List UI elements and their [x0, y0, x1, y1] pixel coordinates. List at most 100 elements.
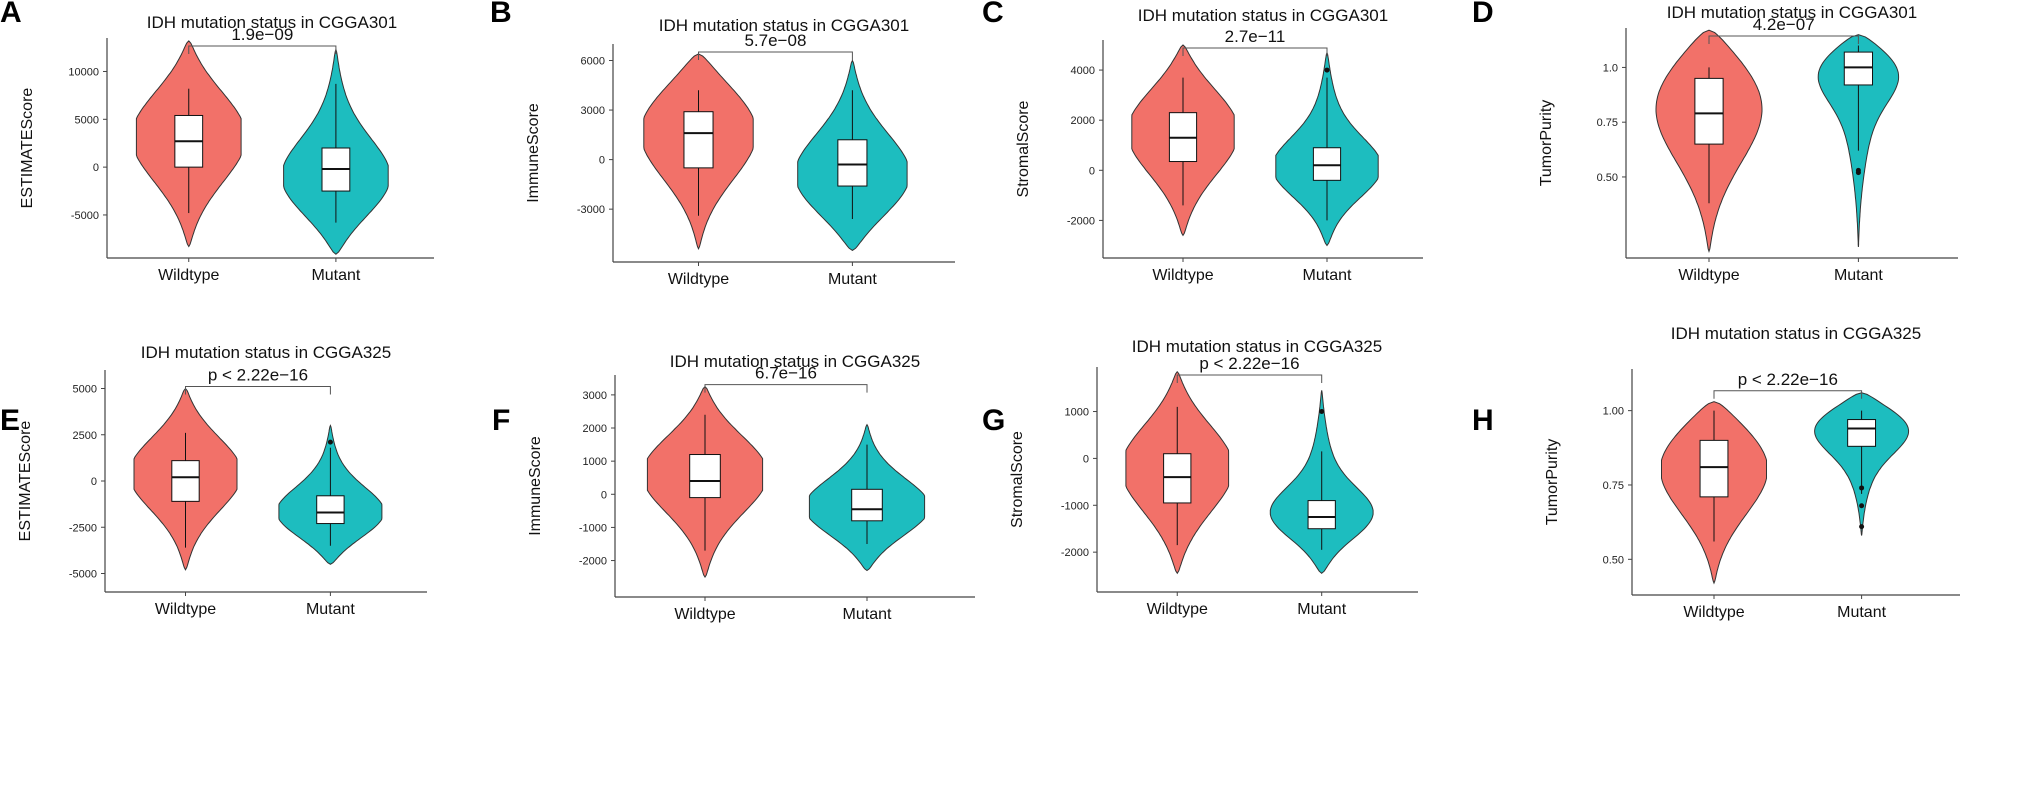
panel-d: D IDH mutation status in CGGA301 TumorPuri…	[1472, 0, 1958, 284]
panel-f: F IDH mutation status in CGGA325 ImmuneSco…	[492, 352, 975, 623]
p-value-label: p < 2.22e−16	[1738, 370, 1838, 389]
y-tick-label: -2000	[1067, 215, 1095, 227]
chart-title: IDH mutation status in CGGA325	[1671, 324, 1921, 343]
x-tick-label: Wildtype	[1152, 267, 1213, 284]
y-tick-label: 0.50	[1603, 554, 1624, 566]
panel-e: E IDH mutation status in CGGA325 ESTIMATES…	[0, 343, 427, 618]
significance-bracket	[1713, 390, 1863, 399]
y-tick-label: 0	[601, 489, 607, 501]
panel-label: A	[0, 0, 22, 29]
y-tick-label: 5000	[75, 114, 99, 126]
x-tick-label: Mutant	[843, 606, 892, 623]
x-tick-label: Mutant	[1834, 267, 1883, 284]
outlier-point	[327, 439, 333, 445]
y-axis-label: TumorPurity	[1544, 439, 1561, 526]
x-tick-label: Mutant	[311, 267, 360, 284]
p-value-label: 1.9e−09	[231, 25, 293, 44]
p-value-label: 6.7e−16	[755, 364, 817, 383]
x-tick-label: Wildtype	[155, 601, 216, 618]
panel-label: F	[492, 404, 510, 437]
significance-bracket	[698, 51, 853, 60]
y-tick-label: 0.50	[1597, 172, 1618, 184]
y-tick-label: 0.75	[1603, 480, 1624, 492]
y-axis-label: StromalScore	[1015, 100, 1032, 197]
box-iqr	[1843, 51, 1874, 86]
box-iqr	[837, 139, 868, 187]
chart-title: IDH mutation status in CGGA301	[147, 13, 397, 32]
x-tick-label: Mutant	[1297, 601, 1346, 618]
x-tick-label: Wildtype	[158, 267, 219, 284]
y-tick-label: 0	[91, 476, 97, 488]
p-value-label: p < 2.22e−16	[1199, 354, 1299, 373]
x-tick-label: Wildtype	[1678, 267, 1739, 284]
x-tick-label: Wildtype	[1147, 601, 1208, 618]
outlier-point	[1324, 67, 1330, 73]
panel-label: B	[490, 0, 512, 29]
y-axis-label: ESTIMATEScore	[17, 421, 34, 542]
y-tick-label: -5000	[69, 569, 97, 581]
y-tick-label: 0	[1083, 453, 1089, 465]
y-tick-label: -2500	[69, 522, 97, 534]
y-tick-label: 10000	[68, 66, 99, 78]
x-tick-label: Mutant	[1837, 604, 1886, 621]
panel-label: G	[982, 404, 1005, 437]
y-axis-label: ESTIMATEScore	[19, 88, 36, 209]
x-tick-label: Wildtype	[668, 271, 729, 288]
y-tick-label: 1.0	[1603, 62, 1618, 74]
y-tick-label: 3000	[583, 390, 607, 402]
y-tick-label: -5000	[71, 210, 99, 222]
box-iqr	[1312, 147, 1342, 181]
significance-bracket	[704, 384, 868, 393]
chart-title: IDH mutation status in CGGA325	[141, 343, 391, 362]
box-iqr	[1694, 77, 1724, 145]
box-iqr	[1307, 500, 1336, 530]
y-tick-label: 5000	[73, 384, 97, 396]
outlier-point	[1855, 167, 1861, 173]
p-value-label: 5.7e−08	[744, 31, 806, 50]
y-tick-label: -1000	[579, 522, 607, 534]
panel-label: D	[1472, 0, 1494, 29]
outlier-point	[1859, 524, 1865, 530]
outlier-point	[1859, 503, 1865, 509]
y-tick-label: -2000	[579, 556, 607, 568]
significance-bracket	[1182, 47, 1328, 56]
box-iqr	[1163, 453, 1192, 504]
outlier-point	[1859, 485, 1865, 491]
significance-bracket	[185, 386, 331, 395]
box-iqr	[851, 488, 883, 522]
chart-title: IDH mutation status in CGGA325	[1132, 337, 1382, 356]
box-iqr	[1847, 419, 1877, 447]
panel-c: C IDH mutation status in CGGA301 StromalSc…	[982, 0, 1423, 284]
p-value-label: 4.2e−07	[1753, 15, 1815, 34]
y-axis-label: ImmuneScore	[527, 436, 544, 536]
y-axis-label: ImmuneScore	[525, 103, 542, 203]
y-tick-label: 0.75	[1597, 117, 1618, 129]
y-tick-label: 2000	[1071, 115, 1095, 127]
chart-title: IDH mutation status in CGGA325	[670, 352, 920, 371]
panel-g: G IDH mutation status in CGGA325 StromalSc…	[982, 337, 1418, 618]
x-tick-label: Mutant	[828, 271, 877, 288]
box-iqr	[683, 111, 714, 169]
box-iqr	[689, 454, 721, 499]
chart-title: IDH mutation status in CGGA301	[1138, 6, 1388, 25]
y-axis-label: StromalScore	[1009, 431, 1026, 528]
p-value-label: 2.7e−11	[1225, 27, 1286, 46]
y-tick-label: 1000	[583, 456, 607, 468]
panel-b: B IDH mutation status in CGGA301 ImmuneSco…	[490, 0, 955, 288]
significance-bracket	[1176, 374, 1323, 383]
panel-h: H IDH mutation status in CGGA325 TumorPuri…	[1472, 324, 1960, 621]
x-tick-label: Mutant	[1303, 267, 1352, 284]
panel-a: A IDH mutation status in CGGA301 ESTIMATES…	[0, 0, 434, 284]
p-value-label: p < 2.22e−16	[208, 366, 308, 385]
y-tick-label: 2500	[73, 430, 97, 442]
y-tick-label: 3000	[581, 105, 605, 117]
box-iqr	[1699, 439, 1729, 498]
box-iqr	[171, 460, 200, 502]
y-tick-label: -3000	[577, 204, 605, 216]
x-tick-label: Wildtype	[1683, 604, 1744, 621]
y-tick-label: -2000	[1061, 547, 1089, 559]
y-tick-label: 0	[93, 162, 99, 174]
significance-bracket	[188, 45, 337, 54]
y-tick-label: 0	[599, 155, 605, 167]
